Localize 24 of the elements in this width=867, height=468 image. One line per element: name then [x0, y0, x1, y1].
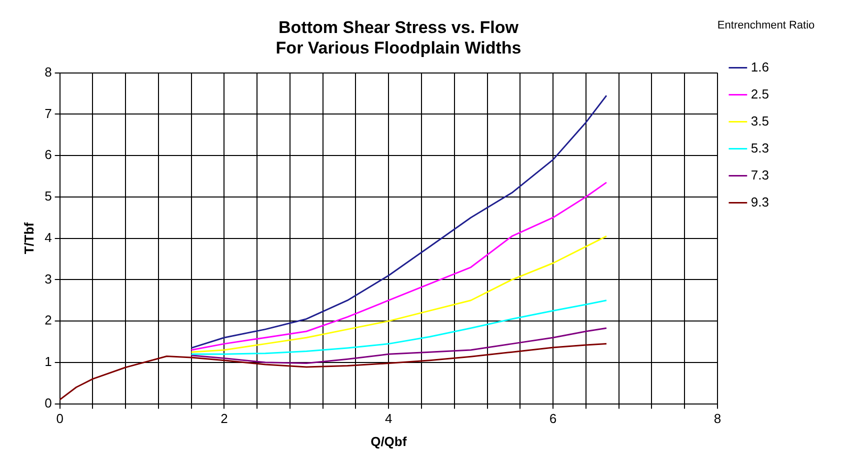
legend-label: 1.6	[750, 59, 770, 74]
legend-label: 9.3	[750, 194, 770, 210]
y-tick-label: 7	[44, 106, 52, 121]
legend-label: 5.3	[750, 140, 770, 156]
y-tick-label: 3	[44, 271, 52, 286]
legend-label: 7.3	[750, 167, 770, 182]
y-tick-label: 6	[44, 147, 52, 162]
y-tick-label: 8	[44, 64, 52, 80]
x-tick-label: 0	[56, 411, 64, 426]
legend-label: 3.5	[750, 113, 770, 128]
x-axis-title: Q/Qbf	[370, 434, 408, 449]
x-tick-label: 8	[714, 411, 722, 426]
y-tick-label: 5	[44, 188, 52, 204]
y-axis-title: T/Tbf	[21, 222, 36, 254]
y-tick-label: 0	[44, 395, 52, 410]
x-tick-label: 4	[385, 411, 392, 426]
legend-title: Entrenchment Ratio	[717, 20, 815, 32]
chart-title: Bottom Shear Stress vs. Flow For Various Floodplain Widths	[276, 18, 522, 58]
x-tick-label: 6	[549, 411, 557, 426]
y-tick-label: 4	[44, 230, 52, 245]
y-tick-label: 1	[44, 354, 52, 370]
x-tick-label: 2	[220, 411, 228, 426]
legend-label: 2.5	[750, 86, 770, 102]
y-tick-label: 2	[44, 312, 52, 328]
